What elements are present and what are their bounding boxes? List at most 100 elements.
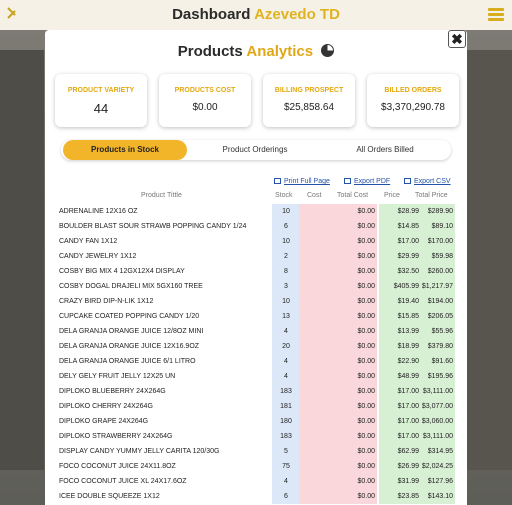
stock-cell: 4 (272, 474, 300, 489)
total-price-cell: $289.90 (421, 204, 455, 219)
total-price-cell: $2,024.25 (421, 459, 455, 474)
total-cost-cell: $0.00 (337, 489, 377, 504)
cost-cell (299, 294, 337, 309)
card-billed-orders: BILLED ORDERS $3,370,290.78 (367, 74, 459, 127)
total-price-cell: $3,111.00 (421, 429, 455, 444)
product-title-cell: CANDY FAN 1X12 (59, 238, 118, 245)
total-price-cell: $143.10 (421, 489, 455, 504)
cost-cell (299, 369, 337, 384)
header-total-price[interactable]: Total Price (415, 192, 448, 199)
print-full-page-link[interactable]: Print Full Page (274, 178, 330, 185)
pdf-icon (344, 178, 351, 184)
cost-cell (299, 309, 337, 324)
product-title-cell: DIPLOKO STRAWBERRY 24X264G (59, 433, 173, 440)
table-row[interactable]: ADRENALINE 12X16 OZ 10 $0.00 $28.99 $289.90 (45, 204, 467, 219)
cost-cell (299, 354, 337, 369)
total-price-cell: $260.00 (421, 264, 455, 279)
product-title-cell: FOCO COCONUT JUICE 24X11.8OZ (59, 463, 176, 470)
stock-cell: 6 (272, 489, 300, 504)
price-cell: $17.00 (379, 384, 421, 399)
products-analytics-modal: Products Analytics PRODUCT VARIETY 4 4 PR… (45, 30, 467, 505)
export-actions: Print Full Page Export PDF Export CSV (45, 178, 467, 190)
export-pdf-link[interactable]: Export PDF (344, 178, 390, 185)
table-row[interactable]: CRAZY BIRD DIP-N-LIK 1X12 10 $0.00 $19.40 $1… (45, 294, 467, 309)
price-cell: $13.99 (379, 324, 421, 339)
stock-cell: 4 (272, 369, 300, 384)
card-label: PRODUCT VARIETY (67, 87, 135, 94)
price-cell: $17.00 (379, 414, 421, 429)
header-cost[interactable]: Cost (307, 192, 322, 199)
table-row[interactable]: DELA GRANJA ORANGE JUICE 6/1 LITRO 4 $0.00… (45, 354, 467, 369)
tab-product-orderings[interactable]: Product Orderings (222, 145, 288, 154)
modal-title-accent: Analytics (246, 43, 314, 60)
tab-all-orders-billed[interactable]: All Orders Billed (356, 145, 414, 154)
total-cost-cell: $0.00 (337, 474, 377, 489)
cost-cell (299, 279, 337, 294)
tab-products-in-stock[interactable]: Products in Stock (63, 140, 187, 160)
price-cell: $17.00 (379, 234, 421, 249)
table-row[interactable]: BOULDER BLAST SOUR STRAWB POPPING CANDY … (45, 219, 467, 234)
table-row[interactable]: DELA GRANJA ORANGE JUICE 12/8OZ MINI 4 $0.… (45, 324, 467, 339)
total-cost-cell: $0.00 (337, 399, 377, 414)
stock-cell: 8 (272, 264, 300, 279)
stock-cell: 10 (272, 234, 300, 249)
total-price-cell: $170.00 (421, 234, 455, 249)
pie-chart-icon (321, 44, 335, 57)
table-row[interactable]: CANDY JEWELRY 1X12 2 $0.00 $29.99 $59.98 (45, 249, 467, 264)
total-cost-cell: $0.00 (337, 219, 377, 234)
app-title-brand: Azevedo TD (254, 6, 340, 23)
header-product-title[interactable]: Product Tittle (141, 192, 182, 199)
table-row[interactable]: COSBY BIG MIX 4 12GX12X4 DISPLAY 8 $0.00 $3… (45, 264, 467, 279)
app-header: Dashboard Azevedo TD (0, 0, 512, 30)
table-row[interactable]: COSBY DOGAL DRAJELI MIX 5GX160 TREE 3 $0.0… (45, 279, 467, 294)
product-title-cell: DELA GRANJA ORANGE JUICE 12X16.9OZ (59, 343, 200, 350)
card-label: BILLED ORDERS (384, 87, 442, 94)
header-stock[interactable]: Stock (275, 192, 293, 199)
export-csv-link[interactable]: Export CSV (404, 178, 451, 185)
table-row[interactable]: DIPLOKO GRAPE 24X264G 180 $0.00 $17.00 $3,06… (45, 414, 467, 429)
card-label: PRODUCTS COST (174, 87, 236, 94)
table-header: Product Tittle Stock Cost Total Cost Pri… (45, 192, 467, 204)
modal-title: Products Analytics (45, 43, 467, 60)
table-row[interactable]: FOCO COCONUT JUICE XL 24X17.6OZ 4 $0.00 $31… (45, 474, 467, 489)
table-row[interactable]: DIPLOKO BLUEBERRY 24X264G 183 $0.00 $17.00 $… (45, 384, 467, 399)
price-cell: $17.00 (379, 399, 421, 414)
stock-cell: 2 (272, 249, 300, 264)
table-row[interactable]: DELY GELY FRUIT JELLY 12X25 UN 4 $0.00 $48.… (45, 369, 467, 384)
price-cell: $48.99 (379, 369, 421, 384)
cost-cell (299, 324, 337, 339)
table-row[interactable]: CUPCAKE COATED POPPING CANDY 1/20 13 $0.00… (45, 309, 467, 324)
cost-cell (299, 459, 337, 474)
total-cost-cell: $0.00 (337, 279, 377, 294)
close-modal-button[interactable]: ✖ (448, 30, 466, 48)
price-cell: $18.99 (379, 339, 421, 354)
table-row[interactable]: DISPLAY CANDY YUMMY JELLY CARITA 120/30G… (45, 444, 467, 459)
card-billing-prospect: BILLING PROSPECT $25,858.64 (263, 74, 355, 127)
table-row[interactable]: DIPLOKO CHERRY 24X264G 181 $0.00 $17.00 $3,0… (45, 399, 467, 414)
total-price-cell: $195.96 (421, 369, 455, 384)
csv-label: Export CSV (414, 178, 451, 185)
product-title-cell: BOULDER BLAST SOUR STRAWB POPPING CANDY … (59, 223, 247, 230)
cost-cell (299, 234, 337, 249)
table-row[interactable]: ICEE DOUBLE SQUEEZE 1X12 6 $0.00 $23.85 $143… (45, 489, 467, 504)
cost-cell (299, 219, 337, 234)
table-row[interactable]: DIPLOKO STRAWBERRY 24X264G 183 $0.00 $17.00… (45, 429, 467, 444)
table-row[interactable]: FOCO COCONUT JUICE 24X11.8OZ 75 $0.00 $26.9… (45, 459, 467, 474)
total-price-cell: $55.96 (421, 324, 455, 339)
stock-cell: 181 (272, 399, 300, 414)
total-price-cell: $91.60 (421, 354, 455, 369)
table-row[interactable]: DELA GRANJA ORANGE JUICE 12X16.9OZ 20 $0.0… (45, 339, 467, 354)
table-row[interactable]: CANDY FAN 1X12 10 $0.00 $17.00 $170.00 (45, 234, 467, 249)
hamburger-menu-icon[interactable] (488, 8, 504, 22)
stock-cell: 10 (272, 204, 300, 219)
stock-cell: 5 (272, 444, 300, 459)
product-title-cell: DIPLOKO GRAPE 24X264G (59, 418, 149, 425)
total-cost-cell: $0.00 (337, 234, 377, 249)
price-cell: $26.99 (379, 459, 421, 474)
header-total-cost[interactable]: Total Cost (337, 192, 369, 199)
pdf-label: Export PDF (354, 178, 391, 185)
product-title-cell: DIPLOKO CHERRY 24X264G (59, 403, 153, 410)
header-price[interactable]: Price (384, 192, 400, 199)
price-cell: $31.99 (379, 474, 421, 489)
total-price-cell: $127.96 (421, 474, 455, 489)
